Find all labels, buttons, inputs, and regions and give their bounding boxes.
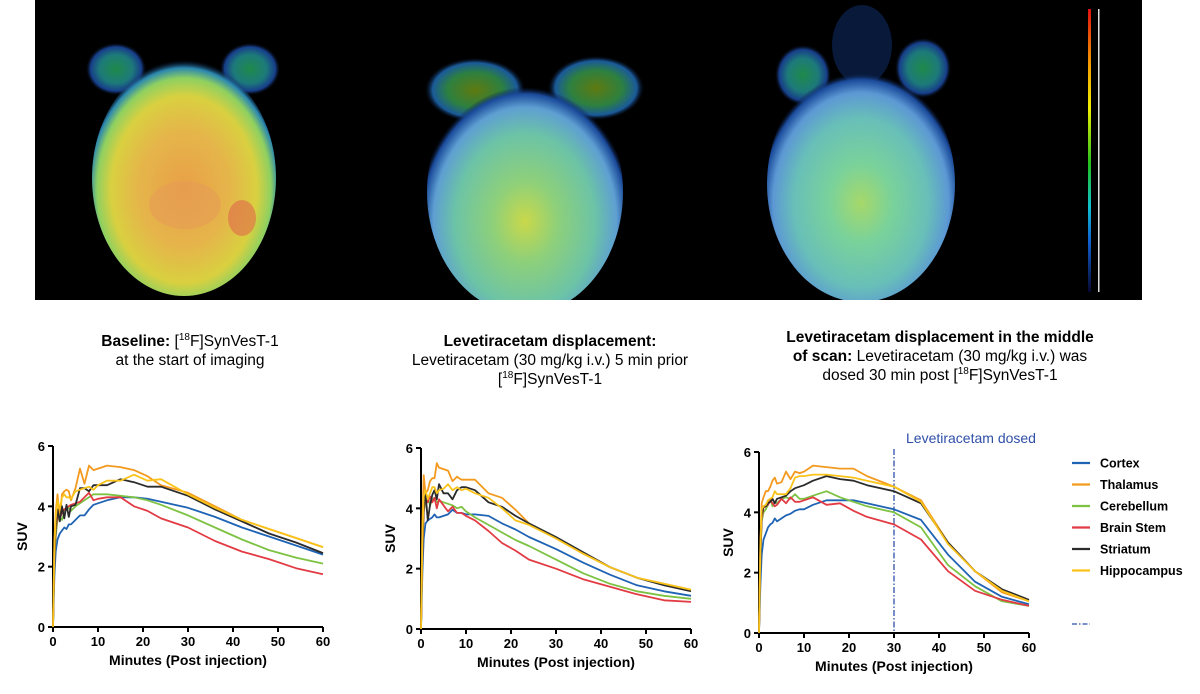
series-line-brain-stem: [52, 491, 324, 628]
pet-levetiracetam-pre: [425, 56, 644, 300]
x-axis-title: Minutes (Post injection): [815, 658, 973, 674]
x-tick-label: 10: [459, 636, 473, 651]
x-tick-label: 20: [842, 640, 856, 655]
caption-bold: Baseline:: [101, 333, 171, 350]
caption-text: Levetiracetam (30 mg/kg i.v.) was: [852, 348, 1088, 365]
caption-line: at the start of imaging: [115, 352, 265, 369]
series-line-striatum: [420, 483, 692, 630]
x-tick-label: 10: [797, 640, 811, 655]
caption-bold: of scan:: [792, 348, 853, 365]
caption-sup: 18: [957, 365, 969, 377]
y-tick-label: 2: [38, 560, 45, 575]
x-tick-label: 20: [504, 636, 518, 651]
series-line-cortex: [52, 496, 324, 628]
x-tick-label: 30: [887, 640, 901, 655]
y-tick-label: 2: [406, 562, 413, 577]
caption-bold: Levetiracetam displacement in the middle: [786, 329, 1094, 346]
series-line-cortex: [758, 499, 1030, 634]
x-tick-label: 50: [271, 634, 285, 649]
caption-text: dosed 30 min post [: [822, 367, 958, 384]
caption-bold: Levetiracetam displacement:: [443, 333, 657, 350]
caption-text: [: [170, 333, 179, 350]
x-axis-title: Minutes (Post injection): [477, 654, 635, 670]
y-axis-title: SUV: [14, 521, 30, 550]
x-tick-label: 50: [639, 636, 653, 651]
x-axis-title: Minutes (Post injection): [109, 652, 267, 668]
caption-levetiracetam-mid: Levetiracetam displacement in the middle…: [740, 328, 1140, 385]
y-tick-label: 0: [38, 620, 45, 635]
caption-text: F]SynVesT-1: [513, 371, 603, 388]
series-line-cerebellum: [758, 490, 1030, 634]
y-tick-label: 2: [744, 566, 751, 581]
x-tick-label: 0: [417, 636, 424, 651]
y-axis-title: SUV: [382, 523, 398, 552]
x-tick-label: 50: [977, 640, 991, 655]
x-tick-label: 40: [932, 640, 946, 655]
y-tick-label: 4: [744, 505, 752, 520]
caption-sup: 18: [178, 331, 190, 343]
colorbar-grayscale: [1098, 9, 1100, 292]
caption-text: [: [497, 371, 503, 388]
x-tick-label: 30: [181, 634, 195, 649]
x-tick-label: 20: [136, 634, 150, 649]
x-tick-label: 0: [755, 640, 762, 655]
series-line-cerebellum: [52, 493, 324, 628]
annotation-label: Levetiracetam dosed: [906, 430, 1036, 446]
caption-baseline: Baseline: [18F]SynVesT-1 at the start of…: [40, 332, 340, 370]
series-line-cerebellum: [420, 495, 692, 630]
x-tick-label: 10: [91, 634, 105, 649]
caption-sup: 18: [502, 369, 514, 381]
y-axis-title: SUV: [720, 527, 736, 556]
legend-label: Striatum: [1100, 543, 1151, 557]
y-tick-label: 4: [38, 499, 46, 514]
series-line-hippocampus: [52, 473, 324, 628]
caption-text: F]SynVesT-1: [968, 367, 1058, 384]
y-tick-label: 6: [406, 441, 413, 456]
legend-label: Cortex: [1100, 457, 1140, 471]
x-tick-label: 30: [549, 636, 563, 651]
legend-label: Thalamus: [1100, 478, 1158, 492]
series-line-hippocampus: [420, 483, 692, 630]
series-line-hippocampus: [758, 473, 1030, 634]
caption-text: F]SynVesT-1: [189, 333, 279, 350]
x-tick-label: 0: [49, 634, 56, 649]
x-tick-label: 60: [316, 634, 330, 649]
y-tick-label: 6: [38, 439, 45, 454]
x-tick-label: 60: [684, 636, 698, 651]
colorbar: [1088, 9, 1091, 292]
x-tick-label: 40: [226, 634, 240, 649]
y-tick-label: 0: [406, 622, 413, 637]
y-tick-label: 0: [744, 626, 751, 641]
legend-label: Brain Stem: [1100, 521, 1166, 535]
pet-levetiracetam-mid: [767, 5, 955, 300]
pet-baseline: [86, 43, 280, 296]
legend-label: Hippocampus: [1100, 564, 1183, 578]
y-tick-label: 4: [406, 501, 414, 516]
pet-image-panel: [35, 0, 1142, 300]
caption-line: Levetiracetam (30 mg/kg i.v.) 5 min prio…: [411, 352, 689, 369]
series-line-striatum: [52, 478, 324, 628]
legend-label: Cerebellum: [1100, 500, 1168, 514]
x-tick-label: 60: [1022, 640, 1036, 655]
series-line-brain-stem: [420, 492, 692, 630]
x-tick-label: 40: [594, 636, 608, 651]
y-tick-label: 6: [744, 445, 751, 460]
pet-images: [86, 5, 1100, 300]
caption-levetiracetam-pre: Levetiracetam displacement: Levetiraceta…: [370, 332, 730, 389]
